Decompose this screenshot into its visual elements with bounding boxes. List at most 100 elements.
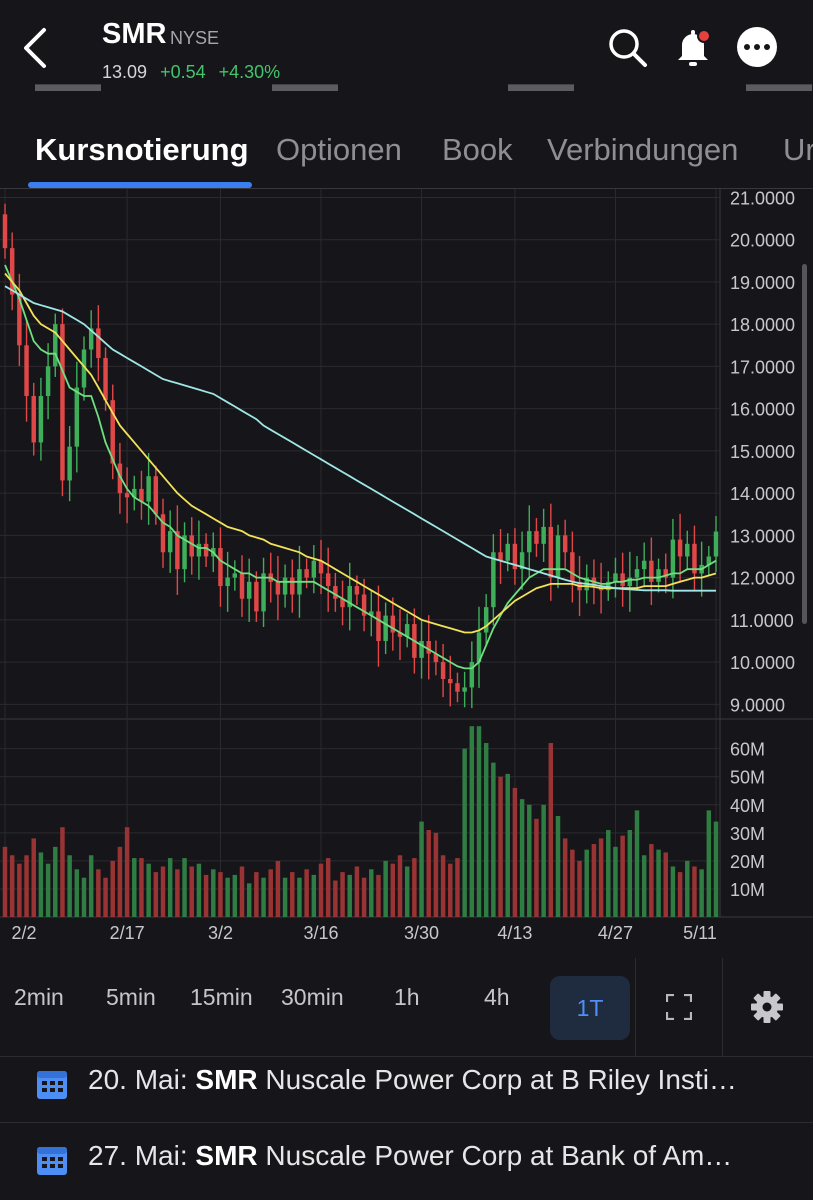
back-arrow-icon[interactable] [14,26,54,70]
volume-bar [311,874,317,917]
gear-icon[interactable] [750,990,784,1024]
timeframe-15min[interactable]: 15min [190,984,253,1010]
volume-bar [146,863,151,917]
candle [649,560,654,582]
volume-bar [462,748,467,917]
price-chart[interactable]: 21.0000 20.0000 19.0000 18.0000 17.0000 16.00… [0,188,813,949]
candle [239,573,245,599]
y-tick-label: 19.0000 [730,273,795,293]
x-tick-label: 3/2 [208,923,233,943]
timeframe-4h[interactable]: 4h [484,984,510,1010]
timeframe-5min[interactable]: 5min [106,984,156,1010]
timeframe-1t[interactable]: 1T [550,976,630,1040]
tab-optionen[interactable]: Optionen [276,132,402,167]
timeframe-2min[interactable]: 2min [14,984,64,1010]
y-tick-label: 10.0000 [730,653,795,673]
candle [275,581,281,595]
candle [677,539,683,557]
candle [641,560,647,570]
y-tick-label: 16.0000 [730,400,795,420]
volume-bar [383,860,388,917]
moving-average-line [4,264,717,670]
candle [519,552,525,570]
x-tick-label: 5/11 [683,923,717,943]
volume-bar [498,776,503,917]
volume-bar [519,799,525,917]
volume-bar [548,743,554,917]
volume-bar [139,858,144,917]
volume-bar [699,869,704,917]
candle [369,611,374,616]
volume-bar [304,869,309,917]
candle [620,573,625,587]
volume-bar [38,852,44,917]
volume-bar [469,726,475,917]
candle [397,632,403,637]
fullscreen-icon[interactable] [665,993,693,1021]
volume-bar [318,863,324,917]
volume-bar [361,877,367,917]
candle [404,624,410,637]
timeframe-1h[interactable]: 1h [394,984,420,1010]
tab-kursnotierung[interactable]: Kursnotierung [35,132,249,167]
candle [685,543,690,557]
volume-bar [132,858,137,917]
x-tick-label: 4/27 [598,923,633,943]
tab-overflow[interactable]: Ur [783,132,813,167]
y-tick-label: 14.0000 [730,484,795,504]
volume-bar [677,872,683,917]
volume-bar [476,726,482,917]
candle [9,248,15,295]
volume-bar [376,874,381,917]
candle [534,531,539,544]
candle [455,683,460,692]
candle [2,214,8,249]
timeframe-30min[interactable]: 30min [281,984,344,1010]
y-tick-label: 20.0000 [730,231,795,251]
volume-bar [577,860,582,917]
candle [110,400,115,464]
more-icon[interactable] [734,24,780,70]
volume-bar [397,855,403,917]
ticker-strip-value: ▬▬▬ [508,80,574,94]
candle [203,543,209,557]
candle [383,615,388,641]
candle [706,556,712,565]
volume-bar [74,869,80,917]
candle [67,446,72,481]
bell-icon[interactable] [670,24,716,70]
volume-bar [17,863,22,917]
volume-bar [627,830,633,917]
candle [469,662,475,688]
volume-bar [491,762,496,917]
volume-bar [555,815,561,917]
candle [376,611,381,641]
y-tick-label: 13.0000 [730,526,795,546]
volume-bar [290,872,295,917]
tab-verbindungen[interactable]: Verbindungen [547,132,739,167]
volume-bar [282,877,288,917]
event-date: 20. Mai: [88,1064,188,1095]
volume-bar [67,855,72,917]
candle [146,476,151,502]
volume-bar [570,849,575,917]
volume-bar [419,821,424,917]
candle [160,514,166,553]
candle [53,324,58,367]
tab-book[interactable]: Book [442,132,513,167]
toolbar-divider [635,958,636,1056]
volume-bar [340,872,345,917]
volume-bar [440,855,446,917]
candle [498,552,503,561]
volume-bar [239,866,245,917]
event-row[interactable]: 27. Mai: SMR Nuscale Power Corp at Bank … [0,1128,813,1192]
event-row[interactable]: 20. Mai: SMR Nuscale Power Corp at B Ril… [0,1052,813,1116]
ticker-strip-value: ▬▬▬ [272,80,338,94]
volume-bar [685,860,690,917]
search-icon[interactable] [604,24,650,70]
event-text: 20. Mai: SMR Nuscale Power Corp at B Ril… [88,1064,768,1096]
chart-canvas[interactable]: 21.0000 20.0000 19.0000 18.0000 17.0000 16.00… [0,188,813,949]
volume-bar [182,858,187,917]
volume-bar [246,883,252,917]
candle [175,531,180,570]
